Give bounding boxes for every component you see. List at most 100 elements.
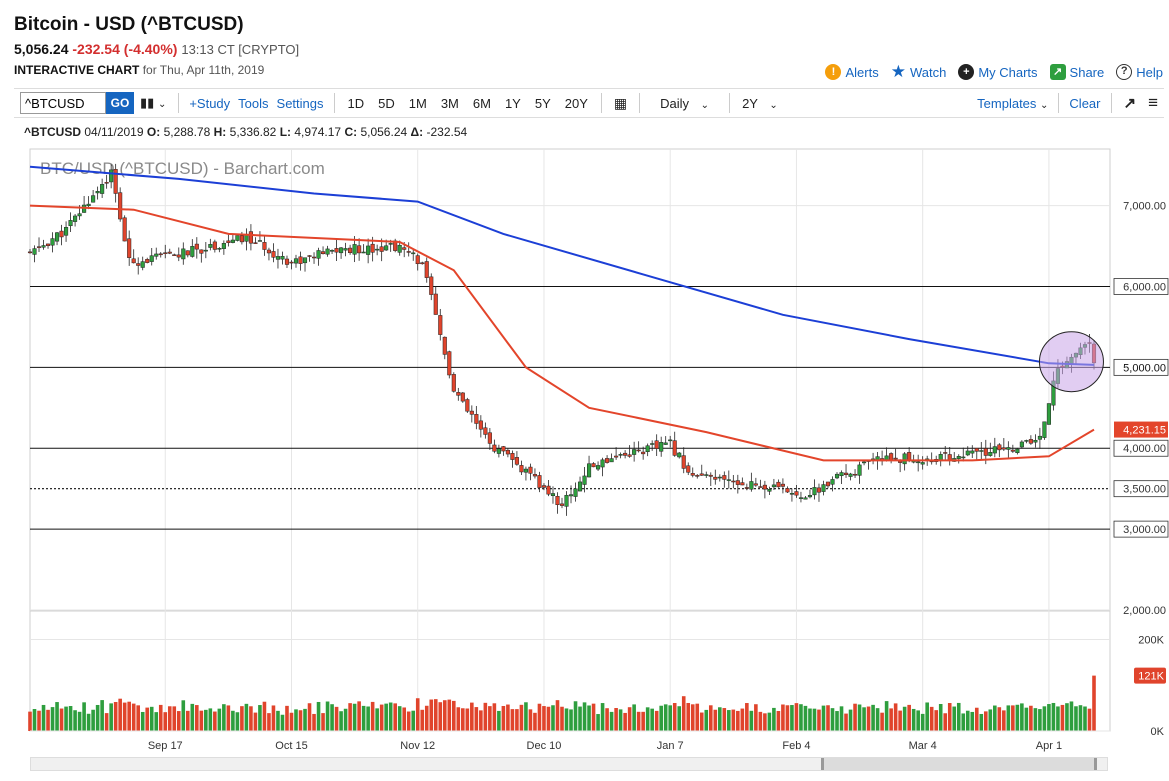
candle-body <box>41 245 46 248</box>
clear-button[interactable]: Clear <box>1069 95 1101 111</box>
volume-bar <box>727 710 731 731</box>
my-charts-button[interactable]: + My Charts <box>958 62 1038 82</box>
chart-scrollbar[interactable] <box>30 757 1108 771</box>
period-label: 2Y <box>742 95 758 111</box>
volume-bar <box>1078 705 1083 731</box>
help-button[interactable]: ? Help <box>1116 62 1163 82</box>
volume-bar <box>276 710 280 731</box>
volume-bar <box>582 702 587 731</box>
volume-bar <box>73 710 77 731</box>
volume-bar <box>717 707 722 731</box>
volume-bar <box>713 709 718 731</box>
settings-button[interactable]: Settings <box>276 95 324 111</box>
price-label-box <box>1113 520 1169 538</box>
volume-bar <box>650 708 654 731</box>
volume-bar <box>677 706 682 731</box>
candle-body <box>415 255 420 265</box>
candle-body <box>573 488 578 497</box>
volume-bar <box>190 703 195 731</box>
range-3m[interactable]: 3M <box>440 95 459 111</box>
volume-bar <box>325 701 330 731</box>
volume-bar <box>506 704 510 731</box>
candle-body <box>848 473 853 477</box>
x-tick-label: Dec 10 <box>527 740 562 752</box>
candle-body <box>361 251 366 254</box>
volume-bar <box>1024 707 1029 731</box>
candle-body <box>212 241 217 250</box>
candle-body <box>564 494 569 507</box>
volume-bar <box>172 706 177 731</box>
symbol-input[interactable] <box>20 92 106 114</box>
ohlc-close: 5,056.24 <box>360 125 408 139</box>
candle-body <box>920 462 925 465</box>
volume-bar <box>794 703 799 731</box>
price-summary: 5,056.24 -232.54 (-4.40%) 13:13 CT [CRYP… <box>14 41 299 57</box>
volume-bar <box>271 705 276 731</box>
alert-icon: ! <box>825 64 842 80</box>
alerts-button[interactable]: ! Alerts <box>825 62 879 82</box>
candle-body <box>843 472 849 475</box>
volume-bar <box>91 709 95 731</box>
last-price-box <box>1113 358 1169 376</box>
volume-bar <box>50 707 55 731</box>
volume-bar <box>402 707 407 731</box>
volume-bar <box>104 713 109 731</box>
volume-bar <box>776 711 781 731</box>
candle-body <box>199 249 204 254</box>
candle-body <box>181 248 186 260</box>
volume-bar <box>307 703 312 731</box>
volume-bar <box>893 703 898 731</box>
menu-icon[interactable]: ≡ <box>1148 93 1158 112</box>
volume-bar <box>1020 703 1024 731</box>
candle-body <box>1037 435 1042 440</box>
ohlc-date: 04/11/2019 <box>84 125 144 139</box>
candle-body <box>979 450 984 452</box>
volume-bar <box>240 706 244 731</box>
range-20y[interactable]: 20Y <box>564 95 588 111</box>
range-5y[interactable]: 5Y <box>534 95 551 111</box>
volume-bar <box>668 705 673 731</box>
range-1y[interactable]: 1Y <box>504 95 521 111</box>
volume-bar <box>618 709 623 731</box>
candle-body <box>654 440 659 449</box>
volume-bar <box>808 708 812 731</box>
expand-icon[interactable]: ↗ <box>1123 95 1137 112</box>
interval-dropdown[interactable]: Daily ⌄ <box>646 96 723 111</box>
go-button[interactable]: GO <box>106 92 134 114</box>
watch-button[interactable]: ★ Watch <box>891 62 947 82</box>
tools-button[interactable]: Tools <box>238 95 269 111</box>
period-dropdown[interactable]: 2Y ⌄ <box>736 96 784 111</box>
range-6m[interactable]: 6M <box>472 95 491 111</box>
candle-body <box>1015 448 1020 453</box>
share-button[interactable]: ↗ Share <box>1049 62 1104 82</box>
candle-body <box>64 227 69 236</box>
range-5d[interactable]: 5D <box>378 95 395 111</box>
volume-bar <box>848 709 853 731</box>
candle-body <box>798 497 803 499</box>
candle-body <box>528 466 533 474</box>
range-1d[interactable]: 1D <box>347 95 365 111</box>
volume-bar <box>64 706 68 731</box>
candle-body <box>812 487 817 496</box>
volume-bar <box>379 704 384 731</box>
scroll-thumb[interactable] <box>821 758 1097 770</box>
range-1m[interactable]: 1M <box>408 95 427 111</box>
volume-bar <box>609 711 614 731</box>
volume-bar <box>100 700 104 731</box>
candle-body <box>916 461 921 464</box>
volume-bar <box>384 703 388 731</box>
volume-bar <box>41 704 46 731</box>
templates-dropdown[interactable]: Templates ⌄ <box>973 96 1052 111</box>
volume-bar <box>821 705 826 731</box>
study-button[interactable]: +Study <box>189 95 231 111</box>
candle-body <box>95 191 100 194</box>
candle-body <box>677 452 682 458</box>
volume-bar <box>465 708 470 731</box>
volume-bar <box>370 701 375 731</box>
chart-type-dropdown[interactable]: ▮▮ ⌄ <box>134 95 172 111</box>
calendar-icon[interactable]: ▦ <box>613 94 628 111</box>
volume-bar <box>1065 703 1069 731</box>
candle-body <box>429 276 434 295</box>
candle-body <box>744 487 749 489</box>
